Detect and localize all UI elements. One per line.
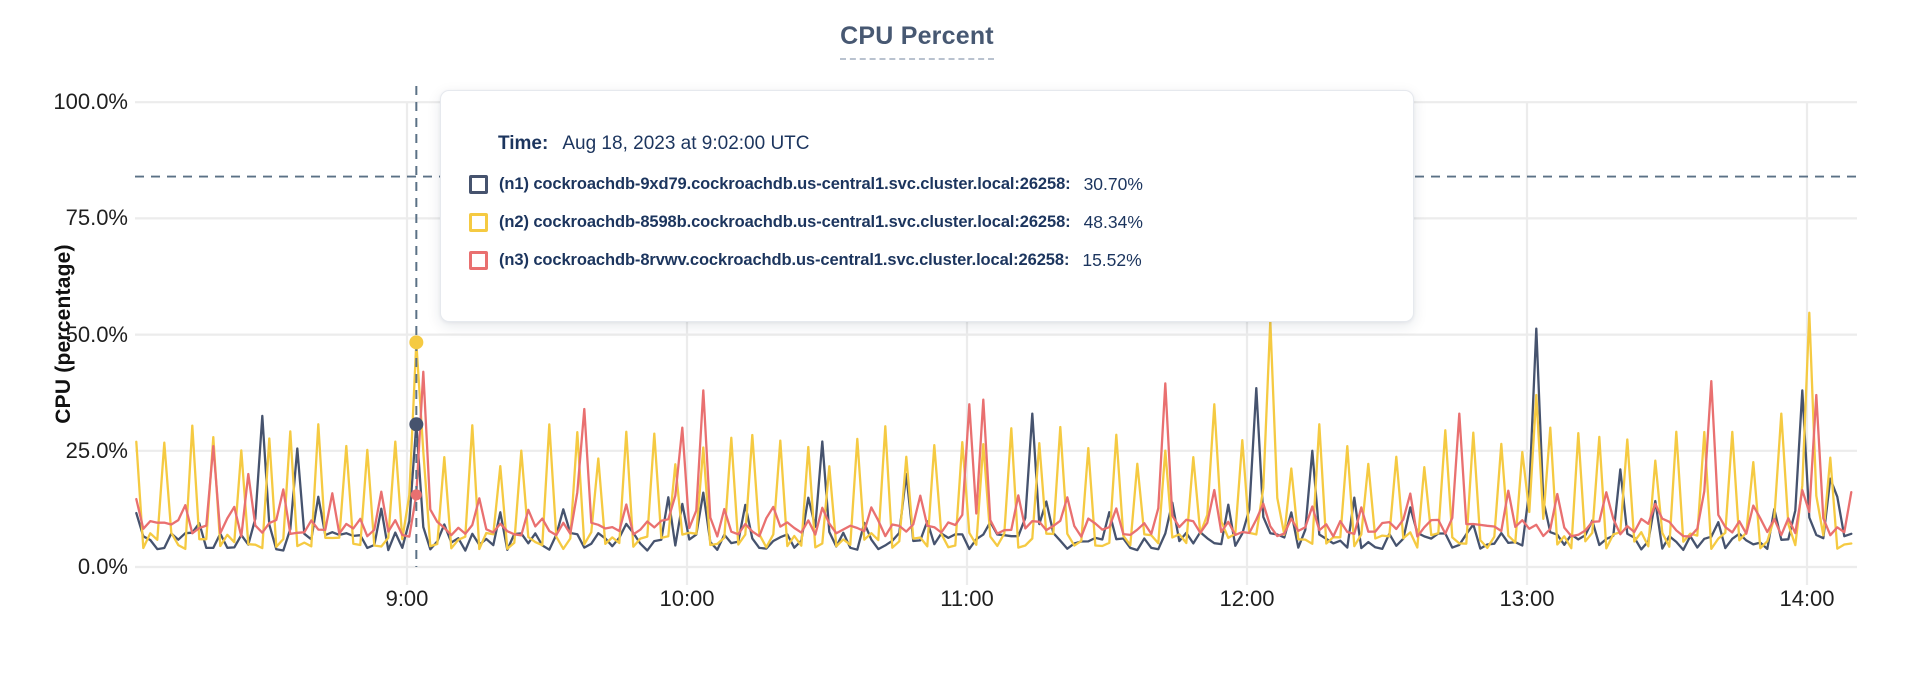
tooltip-time-value: Aug 18, 2023 at 9:02:00 UTC bbox=[562, 133, 810, 154]
y-tick-label: 75.0% bbox=[65, 205, 128, 231]
chart-hover-tooltip: Time: Aug 18, 2023 at 9:02:00 UTC (n1) c… bbox=[440, 90, 1414, 322]
series-value: 48.34% bbox=[1083, 212, 1143, 232]
series-name: (n3) cockroachdb-8rvwv.cockroachdb.us-ce… bbox=[499, 251, 1070, 269]
series-line-n2 bbox=[135, 311, 1853, 551]
series-name: (n1) cockroachdb-9xd79.cockroachdb.us-ce… bbox=[499, 175, 1071, 193]
hover-point-n2 bbox=[409, 335, 424, 350]
series-value: 15.52% bbox=[1082, 250, 1142, 270]
y-tick-label: 100.0% bbox=[53, 89, 128, 115]
x-tick-label: 11:00 bbox=[940, 586, 994, 611]
y-tick-label: 25.0% bbox=[65, 437, 128, 463]
chart-title-text: CPU Percent bbox=[840, 22, 994, 60]
tooltip-time-label: Time: bbox=[498, 133, 549, 154]
y-tick-label: 0.0% bbox=[77, 554, 128, 579]
series-value: 30.70% bbox=[1083, 174, 1143, 194]
hover-point-n1 bbox=[409, 417, 424, 432]
series-swatch-icon bbox=[469, 213, 488, 232]
tooltip-series-row: (n1) cockroachdb-9xd79.cockroachdb.us-ce… bbox=[469, 174, 1385, 195]
series-line-n3 bbox=[135, 370, 1853, 538]
tooltip-series-rows: (n1) cockroachdb-9xd79.cockroachdb.us-ce… bbox=[469, 174, 1385, 271]
series-swatch-icon bbox=[469, 175, 488, 194]
x-tick-label: 13:00 bbox=[1499, 586, 1555, 611]
x-tick-label: 10:00 bbox=[659, 586, 715, 611]
tooltip-series-row: (n3) cockroachdb-8rvwv.cockroachdb.us-ce… bbox=[469, 250, 1385, 271]
chart-title[interactable]: CPU Percent bbox=[767, 22, 1067, 60]
series-name: (n2) cockroachdb-8598b.cockroachdb.us-ce… bbox=[499, 213, 1071, 231]
hover-point-n3 bbox=[410, 489, 422, 501]
y-tick-label: 50.0% bbox=[65, 321, 128, 347]
tooltip-series-row: (n2) cockroachdb-8598b.cockroachdb.us-ce… bbox=[469, 212, 1385, 233]
x-tick-label: 9:00 bbox=[385, 586, 429, 611]
x-tick-label: 12:00 bbox=[1219, 586, 1275, 611]
series-swatch-icon bbox=[469, 251, 488, 270]
x-tick-label: 14:00 bbox=[1779, 586, 1835, 611]
tooltip-time-row: Time: Aug 18, 2023 at 9:02:00 UTC bbox=[498, 133, 1385, 155]
